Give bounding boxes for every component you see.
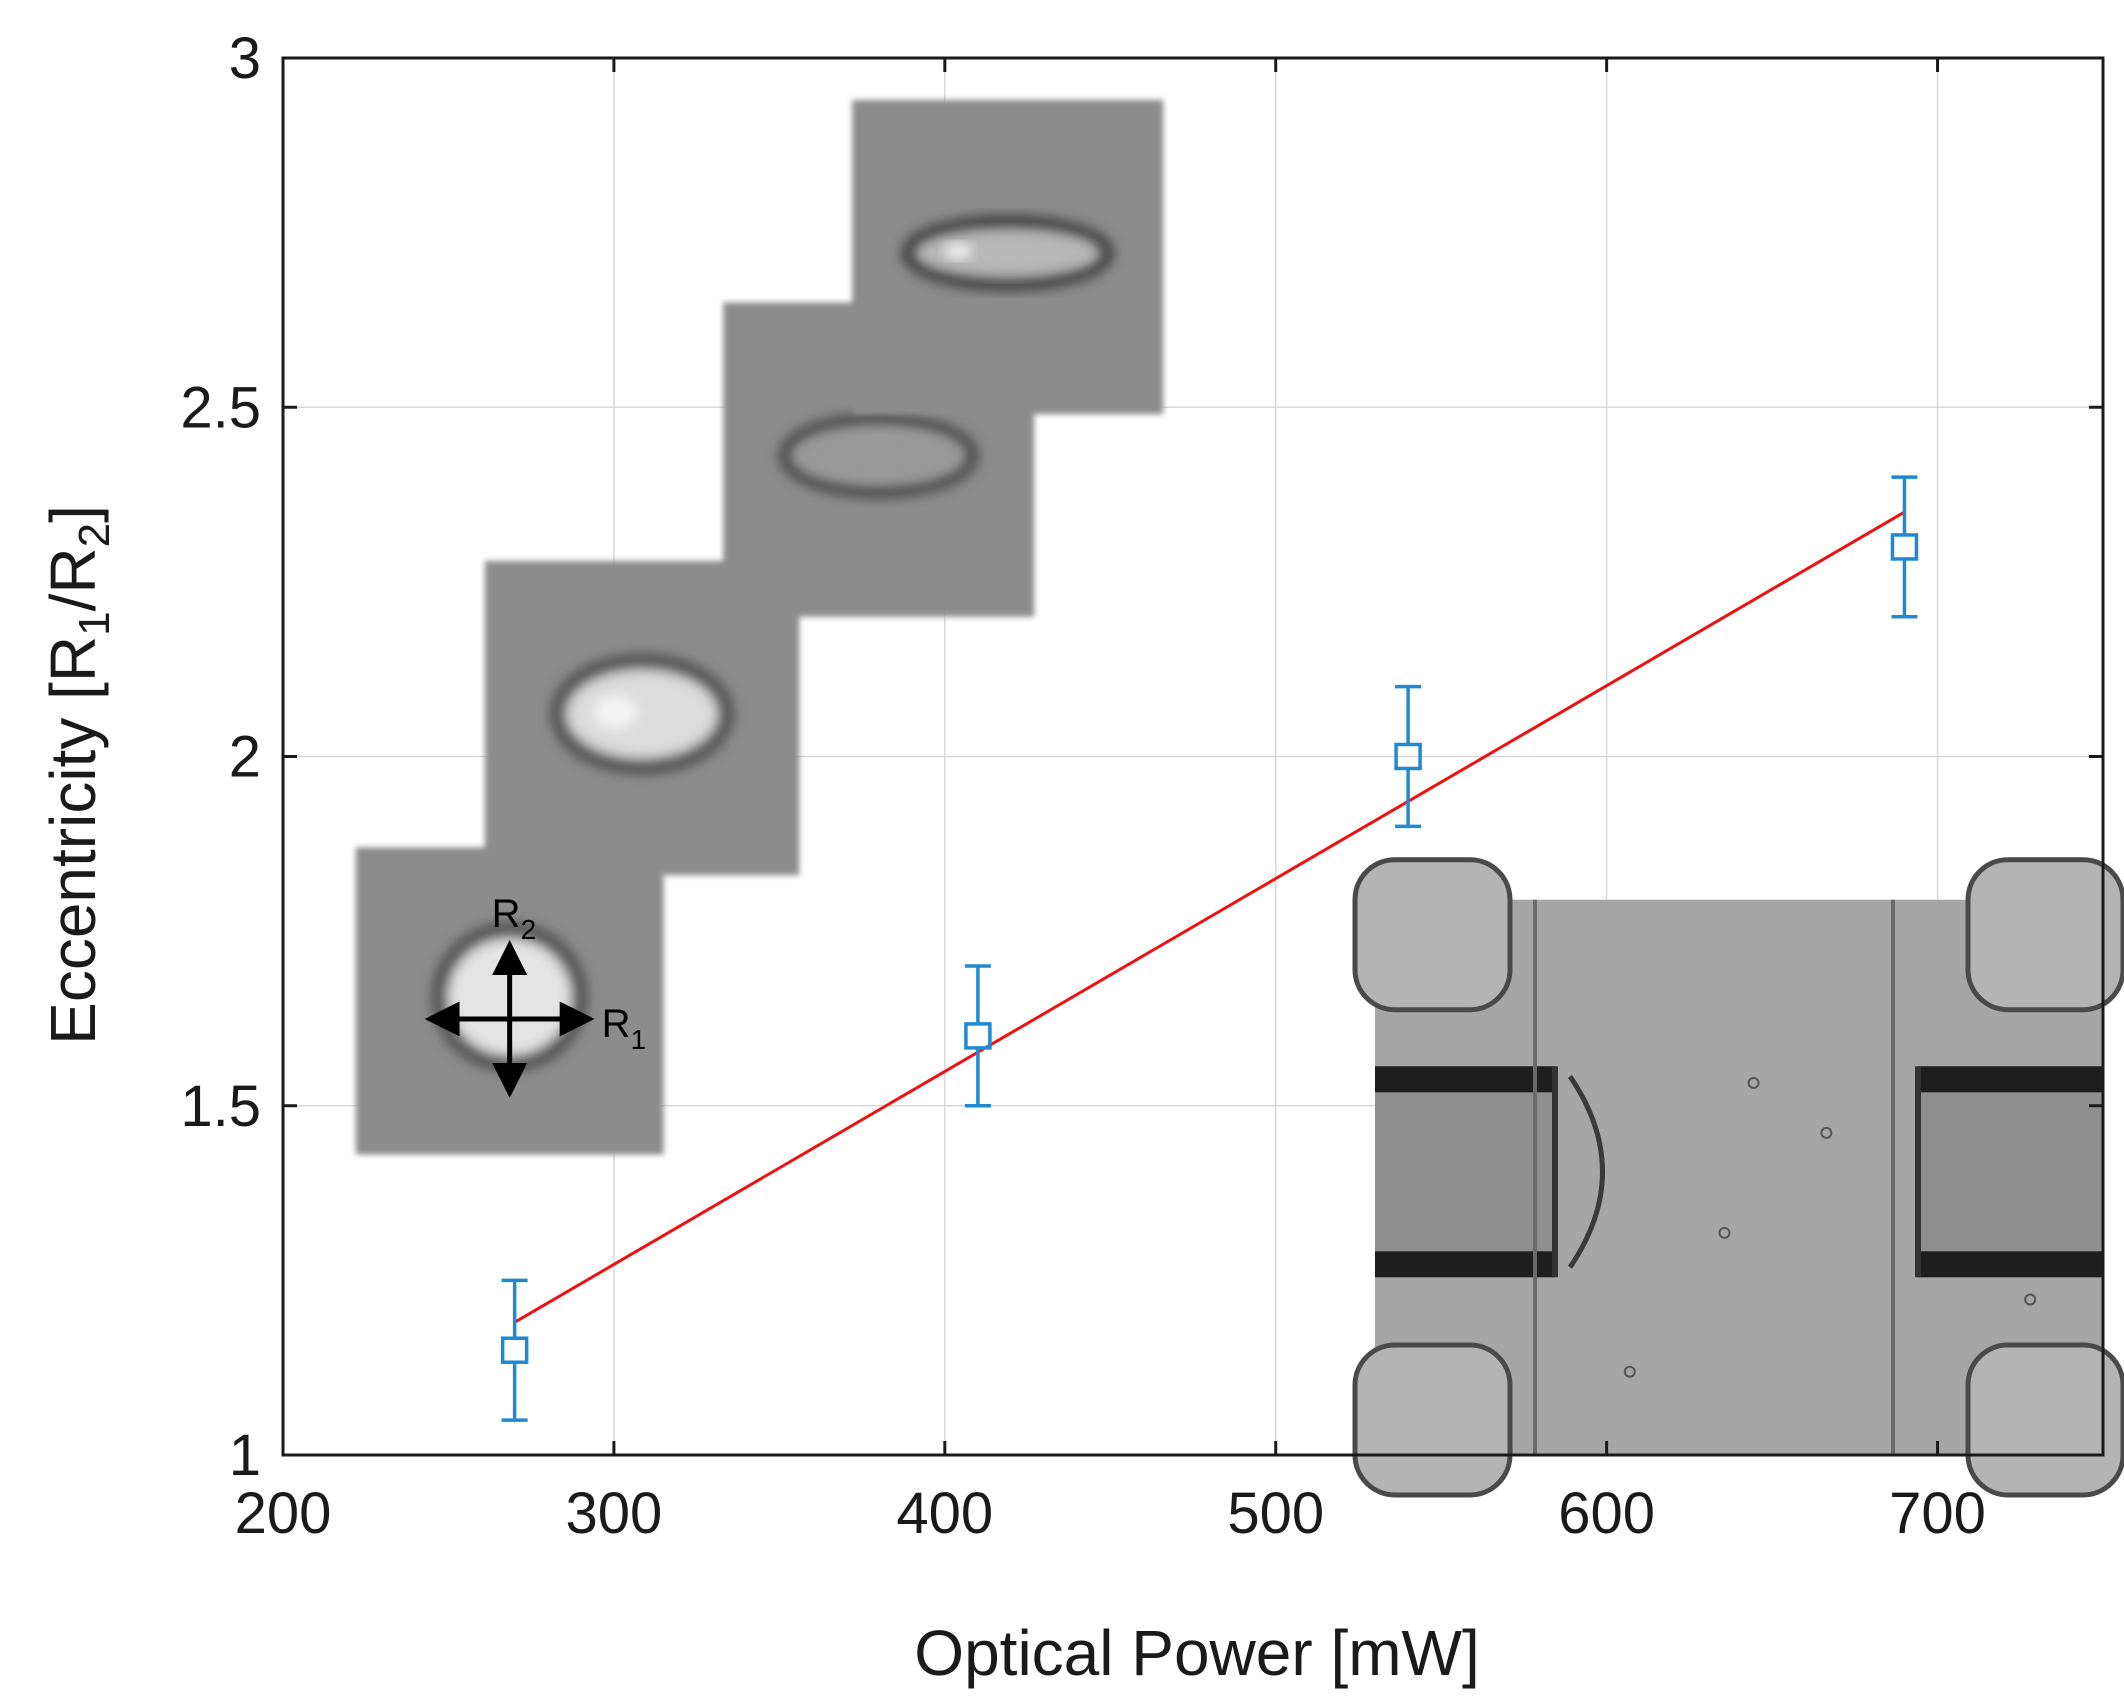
- y-axis-title-mid: /R: [37, 547, 109, 611]
- cell-highlight: [593, 696, 638, 729]
- x-tick-label-4: 600: [1558, 1481, 1655, 1546]
- fiber-left-edge-bottom: [1375, 1251, 1555, 1278]
- fiber-left: [1375, 1066, 1555, 1278]
- fiber-right-edge-top: [1918, 1066, 2103, 1093]
- cell-highlight: [944, 243, 973, 260]
- x-tick-label-2: 400: [896, 1481, 993, 1546]
- microchannel-corner-bottom-left: [1352, 1342, 1513, 1498]
- data-point-3: [1890, 533, 1919, 561]
- microchannel-corner-top-left: [1352, 857, 1513, 1013]
- data-point-0: [500, 1336, 529, 1364]
- r2-label: R2: [492, 892, 536, 945]
- fit-line-group: [513, 510, 1906, 1324]
- x-tick-label-5: 700: [1889, 1481, 1986, 1546]
- x-tick-label-3: 500: [1227, 1481, 1324, 1546]
- meniscus: [1567, 1074, 1605, 1269]
- fiber-right: [1918, 1066, 2103, 1278]
- y-axis-title: Eccentricity [R1/R2]: [37, 505, 119, 1045]
- y-axis-title-prefix: Eccentricity [R: [37, 636, 109, 1045]
- cell-body: [566, 670, 718, 759]
- y-axis-title-suffix: ]: [37, 505, 109, 523]
- inset-cell-ellipse: [484, 560, 800, 876]
- error-bar-1: [964, 964, 991, 1108]
- fiber-right-edge-bottom: [1918, 1251, 2103, 1278]
- inset-microchannel: [1352, 857, 2124, 1498]
- data-point-2: [1394, 742, 1422, 771]
- particle-4: [1718, 1226, 1731, 1239]
- tick-labels: 200 300 400 500 600 700 1 1.5 2 2.5 3: [180, 26, 1986, 1546]
- error-bars: [501, 475, 1918, 1422]
- y-tick-label-0: 1: [229, 1423, 261, 1488]
- error-bar-3: [1891, 475, 1918, 619]
- error-bar-0: [501, 1278, 528, 1422]
- y-tick-label-1: 1.5: [180, 1074, 261, 1139]
- axes: [281, 56, 2105, 1457]
- r1-label: R1: [602, 1002, 646, 1055]
- microchannel-corner-top-right: [1965, 857, 2124, 1013]
- r1-label-base: R: [602, 1002, 631, 1046]
- particle-3: [1623, 1365, 1636, 1378]
- data-point-1: [964, 1022, 992, 1050]
- x-tick-label-0: 200: [235, 1481, 332, 1546]
- error-bar-2: [1395, 684, 1422, 829]
- y-axis-title-sub1: 1: [70, 611, 119, 635]
- particle-1: [1820, 1126, 1833, 1139]
- inset-cell-thin: [852, 99, 1164, 415]
- fit-line: [513, 510, 1906, 1324]
- cell-ring: [778, 412, 979, 499]
- fiber-left-edge-top: [1375, 1066, 1555, 1093]
- x-tick-label-1: 300: [566, 1481, 663, 1546]
- r1-label-sub: 1: [631, 1024, 647, 1055]
- cell-ring: [901, 215, 1114, 292]
- y-tick-label-2: 2: [229, 725, 261, 790]
- y-tick-label-4: 3: [229, 26, 261, 91]
- y-tick-label-3: 2.5: [180, 375, 261, 440]
- microchannel-corner-bottom-right: [1965, 1342, 2124, 1498]
- cell-ring: [550, 654, 734, 775]
- data-markers: [500, 533, 1919, 1364]
- cell-body: [917, 231, 1098, 276]
- particle-2: [2024, 1293, 2037, 1306]
- y-axis-title-sub2: 2: [70, 523, 119, 547]
- particle-0: [1747, 1076, 1760, 1089]
- r2-label-base: R: [492, 892, 521, 936]
- r2-label-sub: 2: [521, 914, 537, 945]
- x-axis-title: Optical Power [mW]: [914, 1617, 1479, 1689]
- cell-body: [794, 428, 963, 483]
